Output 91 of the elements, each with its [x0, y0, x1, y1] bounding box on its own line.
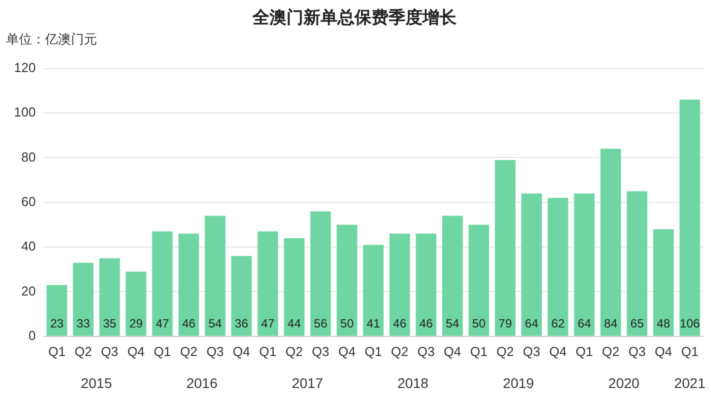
bar — [336, 224, 358, 336]
text: 2019 — [502, 374, 534, 391]
chart-title: 全澳门新单总保费季度增长 — [252, 8, 458, 27]
bar — [363, 244, 384, 336]
bar — [152, 231, 173, 336]
data-label: 48 — [656, 316, 670, 331]
bar — [99, 258, 120, 336]
bar — [548, 198, 568, 336]
bar — [310, 211, 331, 336]
x-tick-label: Q2 — [74, 344, 92, 359]
data-label: 64 — [578, 316, 592, 331]
bar — [389, 234, 410, 336]
bar — [284, 238, 305, 336]
bar — [126, 272, 146, 336]
bar — [626, 191, 648, 336]
bar — [600, 148, 621, 336]
data-label: 35 — [102, 316, 117, 331]
bar — [494, 160, 516, 336]
bar — [204, 216, 226, 336]
y-tick-label: 80 — [21, 149, 36, 164]
text: 2016 — [186, 374, 218, 391]
data-label: 47 — [156, 316, 170, 331]
data-label: 50 — [472, 316, 486, 331]
bar — [442, 216, 463, 336]
x-tick-label: Q4 — [127, 344, 145, 359]
y-tick-label: 0 — [28, 328, 36, 343]
bar — [653, 229, 674, 336]
x-tick-label: Q1 — [470, 344, 488, 359]
bar — [680, 100, 700, 336]
data-label: 47 — [261, 316, 275, 331]
x-tick-label: Q2 — [180, 344, 198, 359]
data-label: 54 — [446, 316, 460, 331]
x-tick-label: Q1 — [48, 344, 66, 359]
x-tick-label: Q4 — [654, 344, 672, 359]
y-tick-label: 120 — [14, 60, 36, 75]
x-tick-label: Q1 — [576, 344, 593, 359]
data-label: 50 — [340, 316, 354, 331]
data-label: 79 — [498, 316, 512, 331]
x-tick-label: Q2 — [391, 344, 408, 359]
data-label: 46 — [393, 316, 407, 331]
data-label: 23 — [50, 316, 64, 331]
data-label: 33 — [76, 316, 90, 331]
x-tick-label: Q3 — [100, 344, 118, 359]
x-tick-label: Q2 — [286, 344, 303, 359]
x-tick-label: Q4 — [232, 344, 250, 359]
bar — [72, 262, 94, 336]
bar — [178, 234, 200, 336]
data-label: 56 — [314, 316, 328, 331]
data-label: 64 — [524, 316, 539, 331]
data-label: 44 — [288, 316, 302, 331]
x-tick-label: Q3 — [628, 344, 646, 359]
x-tick-label: Q1 — [154, 344, 172, 359]
x-tick-label: Q4 — [549, 344, 567, 359]
data-label: 36 — [234, 316, 248, 331]
text: 2018 — [397, 374, 429, 391]
text: 2017 — [292, 374, 324, 391]
bar — [416, 234, 436, 336]
text: 2020 — [608, 374, 640, 391]
data-label: 41 — [366, 316, 380, 331]
data-label: 62 — [551, 316, 565, 331]
x-tick-label: Q2 — [602, 344, 620, 359]
bar — [574, 193, 595, 336]
bar — [521, 193, 542, 336]
bar — [46, 285, 68, 336]
data-label: 65 — [630, 316, 644, 331]
y-tick-label: 60 — [21, 194, 36, 209]
data-label: 106 — [680, 316, 700, 331]
x-tick-label: Q4 — [444, 344, 462, 359]
bar — [258, 231, 278, 336]
y-tick-label: 40 — [21, 238, 36, 254]
bar — [468, 224, 490, 336]
y-axis-title: 单位：亿澳门元 — [6, 32, 97, 47]
x-tick-label: Q4 — [338, 344, 356, 359]
x-tick-label: Q3 — [417, 344, 435, 359]
y-tick-label: 100 — [14, 104, 36, 120]
data-label: 29 — [129, 316, 143, 331]
data-label: 46 — [182, 316, 196, 331]
x-tick-label: Q1 — [259, 344, 277, 359]
text: 2021 — [674, 374, 706, 391]
data-label: 46 — [419, 316, 434, 331]
x-tick-label: Q3 — [206, 344, 224, 359]
x-tick-label: Q1 — [364, 344, 382, 359]
x-tick-label: Q2 — [496, 344, 514, 359]
bar — [231, 256, 252, 336]
data-label: 84 — [604, 316, 618, 331]
data-label: 54 — [208, 316, 222, 331]
x-tick-label: Q1 — [681, 344, 698, 359]
x-tick-label: Q3 — [312, 344, 330, 359]
y-tick-label: 20 — [21, 283, 36, 298]
text: 2015 — [80, 374, 112, 391]
x-tick-label: Q3 — [522, 344, 540, 359]
